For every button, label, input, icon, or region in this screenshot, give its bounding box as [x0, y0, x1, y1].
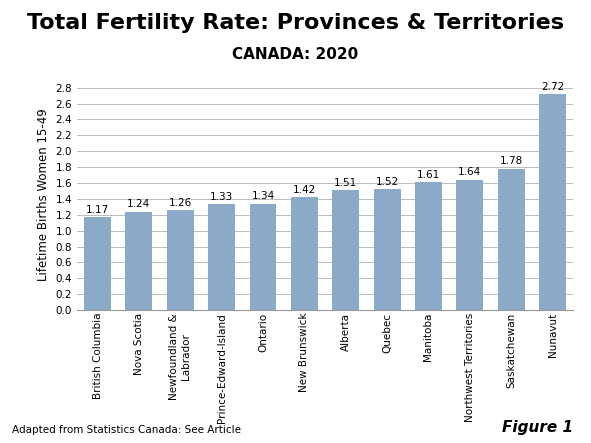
- Text: Adapted from Statistics Canada: See Article: Adapted from Statistics Canada: See Arti…: [12, 425, 241, 435]
- Text: 1.26: 1.26: [168, 198, 192, 208]
- Text: 1.52: 1.52: [375, 177, 399, 187]
- Bar: [125, 212, 152, 310]
- Text: Figure 1: Figure 1: [502, 420, 573, 435]
- Text: 1.64: 1.64: [458, 167, 482, 178]
- Text: 1.34: 1.34: [251, 191, 275, 201]
- Text: Total Fertility Rate: Provinces & Territories: Total Fertility Rate: Provinces & Territ…: [27, 13, 564, 33]
- Text: 1.17: 1.17: [86, 205, 109, 215]
- Bar: [84, 217, 111, 310]
- Bar: [539, 94, 566, 310]
- Bar: [456, 180, 483, 310]
- Bar: [291, 197, 318, 310]
- Text: CANADA: 2020: CANADA: 2020: [232, 47, 359, 62]
- Bar: [498, 169, 525, 310]
- Text: 1.61: 1.61: [417, 170, 440, 180]
- Bar: [249, 204, 277, 310]
- Bar: [167, 210, 194, 310]
- Bar: [208, 205, 235, 310]
- Bar: [332, 190, 359, 310]
- Text: 2.72: 2.72: [541, 82, 564, 92]
- Text: 1.24: 1.24: [127, 199, 151, 209]
- Bar: [415, 182, 442, 310]
- Bar: [374, 189, 401, 310]
- Y-axis label: Lifetime Births Women 15-49: Lifetime Births Women 15-49: [37, 109, 50, 281]
- Text: 1.42: 1.42: [293, 185, 316, 195]
- Text: 1.33: 1.33: [210, 192, 233, 202]
- Text: 1.51: 1.51: [334, 178, 358, 188]
- Text: 1.78: 1.78: [499, 156, 523, 166]
